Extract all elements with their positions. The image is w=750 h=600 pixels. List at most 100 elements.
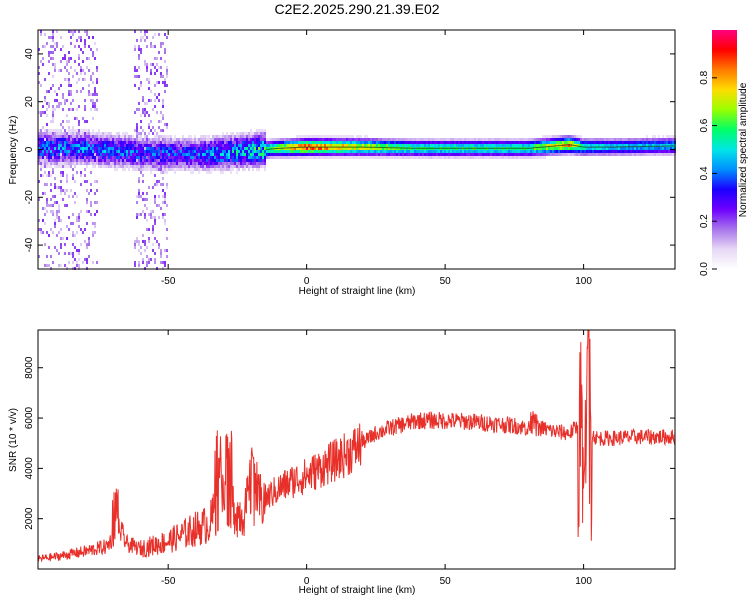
spectrogram-cell [122, 159, 124, 162]
spectrogram-cell [372, 156, 374, 159]
spectrogram-cell [158, 141, 160, 144]
y-tick-label: 40 [24, 48, 35, 60]
spectrogram-cell [522, 150, 524, 153]
spectrogram-cell [270, 144, 272, 147]
spectrogram-cell [78, 132, 80, 135]
spectrogram-cell [262, 150, 264, 153]
spectrogram-cell [306, 147, 308, 150]
spectrogram-cell [264, 156, 266, 159]
spectrogram-cell [86, 222, 88, 225]
spectrogram-cell [92, 102, 94, 105]
spectrogram-cell [194, 162, 196, 165]
spectrogram-cell [254, 153, 256, 156]
spectrogram-cell [52, 162, 54, 165]
spectrogram-cell [130, 150, 132, 153]
spectrogram-cell [172, 147, 174, 150]
spectrogram-cell [164, 141, 166, 144]
spectrogram-cell [260, 144, 262, 147]
spectrogram-cell [60, 219, 62, 222]
spectrogram-cell [76, 153, 78, 156]
spectrogram-cell [166, 228, 168, 231]
spectrogram-cell [258, 138, 260, 141]
spectrogram-cell [140, 159, 142, 162]
spectrogram-cell [224, 147, 226, 150]
spectrogram-cell [500, 144, 502, 147]
spectrogram-cell [664, 153, 666, 156]
spectrogram-cell [156, 183, 158, 186]
spectrogram-cell [150, 45, 152, 48]
spectrogram-cell [158, 120, 160, 123]
spectrogram-cell [166, 183, 168, 186]
spectrogram-cell [84, 162, 86, 165]
spectrogram-cell [122, 156, 124, 159]
spectrogram-cell [148, 123, 150, 126]
spectrogram-cell [60, 246, 62, 249]
spectrogram-cell [500, 141, 502, 144]
spectrogram-cell [518, 141, 520, 144]
spectrogram-cell [262, 147, 264, 150]
spectrogram-cell [52, 114, 54, 117]
spectrogram-cell [148, 144, 150, 147]
spectrogram-cell [58, 132, 60, 135]
spectrogram-cell [54, 195, 56, 198]
spectrogram-cell [94, 150, 96, 153]
spectrogram-cell [94, 132, 96, 135]
spectrogram-cell [46, 204, 48, 207]
spectrogram-cell [88, 159, 90, 162]
spectrogram-cell [206, 138, 208, 141]
snr-series-line [38, 330, 675, 563]
spectrogram-cell [152, 216, 154, 219]
spectrogram-cell [642, 147, 644, 150]
spectrogram-cell [404, 144, 406, 147]
spectrogram-cell [74, 135, 76, 138]
spectrogram-cell [68, 72, 70, 75]
spectrogram-cell [316, 147, 318, 150]
spectrogram-cell [538, 138, 540, 141]
spectrogram-cell [44, 213, 46, 216]
spectrogram-cell [72, 168, 74, 171]
spectrogram-cell [366, 141, 368, 144]
spectrogram-cell [132, 156, 134, 159]
spectrogram-cell [366, 153, 368, 156]
spectrogram-cell [654, 150, 656, 153]
spectrogram-cell [142, 36, 144, 39]
spectrogram-cell [384, 144, 386, 147]
spectrogram-cell [304, 150, 306, 153]
spectrogram-cell [364, 156, 366, 159]
spectrogram-cell [436, 144, 438, 147]
spectrogram-cell [410, 153, 412, 156]
spectrogram-cell [648, 147, 650, 150]
spectrogram-cell [624, 141, 626, 144]
spectrogram-cell [510, 153, 512, 156]
spectrogram-cell [52, 153, 54, 156]
spectrogram-cell [192, 165, 194, 168]
spectrogram-cell [146, 144, 148, 147]
spectrogram-cell [144, 102, 146, 105]
spectrogram-cell [394, 141, 396, 144]
spectrogram-cell [80, 39, 82, 42]
spectrogram-cell [380, 150, 382, 153]
spectrogram-cell [618, 138, 620, 141]
spectrogram-cell [126, 150, 128, 153]
spectrogram-cell [54, 156, 56, 159]
spectrogram-cell [222, 150, 224, 153]
spectrogram-cell [314, 153, 316, 156]
spectrogram-cell [136, 69, 138, 72]
spectrogram-cell [262, 132, 264, 135]
spectrogram-cell [166, 159, 168, 162]
spectrogram-cell [74, 144, 76, 147]
spectrogram-cell [250, 147, 252, 150]
spectrogram-cell [54, 159, 56, 162]
spectrogram-cell [416, 153, 418, 156]
spectrogram-cell [184, 156, 186, 159]
spectrogram-cell [76, 147, 78, 150]
spectrogram-cell [146, 135, 148, 138]
spectrogram-cell [252, 147, 254, 150]
spectrogram-cell [80, 72, 82, 75]
spectrogram-cell [290, 141, 292, 144]
spectrogram-cell [368, 144, 370, 147]
spectrogram-cell [136, 138, 138, 141]
spectrogram-cell [52, 213, 54, 216]
spectrogram-cell [452, 144, 454, 147]
spectrogram-cell [132, 144, 134, 147]
